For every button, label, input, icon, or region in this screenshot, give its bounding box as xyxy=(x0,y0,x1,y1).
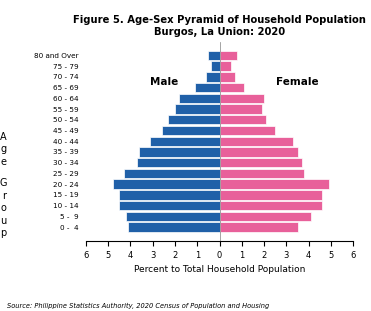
Text: Male: Male xyxy=(150,77,178,87)
Text: r: r xyxy=(2,191,6,201)
Bar xyxy=(168,115,220,124)
Bar xyxy=(220,104,262,114)
Bar xyxy=(209,51,220,60)
Bar xyxy=(124,169,220,178)
Text: e: e xyxy=(1,157,7,167)
Bar xyxy=(119,201,220,211)
Bar xyxy=(220,201,322,211)
Bar xyxy=(151,137,220,146)
Bar xyxy=(137,158,220,167)
Bar xyxy=(206,72,220,81)
Bar xyxy=(220,212,311,221)
Bar xyxy=(126,212,220,221)
Bar xyxy=(180,94,220,103)
Text: A: A xyxy=(0,132,7,142)
Text: Source: Philippine Statistics Authority, 2020 Census of Population and Housing: Source: Philippine Statistics Authority,… xyxy=(7,303,270,309)
Bar xyxy=(112,179,220,189)
Bar xyxy=(220,94,264,103)
Text: Female: Female xyxy=(276,77,319,87)
Bar xyxy=(220,83,244,92)
Bar xyxy=(220,126,275,135)
Bar xyxy=(220,169,304,178)
Bar xyxy=(220,137,293,146)
Text: p: p xyxy=(1,228,7,238)
Text: G: G xyxy=(0,179,7,188)
Bar xyxy=(220,158,302,167)
Bar xyxy=(220,115,266,124)
Bar xyxy=(220,72,235,81)
Text: o: o xyxy=(1,203,7,213)
Bar xyxy=(211,61,220,71)
Bar xyxy=(139,147,220,157)
Title: Figure 5. Age-Sex Pyramid of Household Population
Burgos, La Union: 2020: Figure 5. Age-Sex Pyramid of Household P… xyxy=(73,15,366,37)
Bar xyxy=(128,222,220,232)
Bar xyxy=(220,61,231,71)
Text: u: u xyxy=(1,216,7,226)
Bar xyxy=(220,190,322,200)
Bar xyxy=(195,83,220,92)
X-axis label: Percent to Total Household Population: Percent to Total Household Population xyxy=(134,265,305,274)
Bar xyxy=(220,147,298,157)
Bar xyxy=(220,222,298,232)
Text: g: g xyxy=(1,144,7,154)
Bar xyxy=(220,179,329,189)
Bar xyxy=(162,126,220,135)
Bar xyxy=(220,51,237,60)
Bar xyxy=(175,104,220,114)
Bar xyxy=(119,190,220,200)
